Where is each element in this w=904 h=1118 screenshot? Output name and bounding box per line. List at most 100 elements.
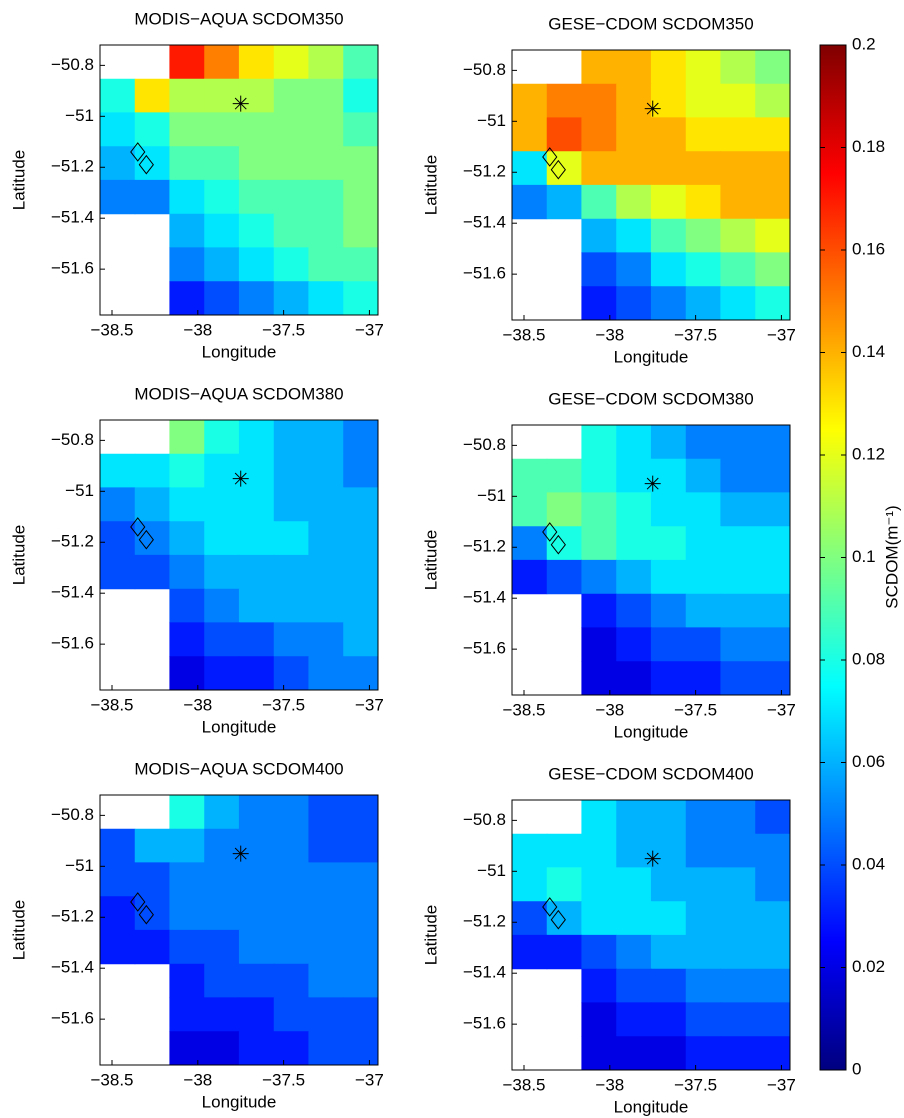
heatmap-cell [755,901,791,936]
heatmap-cell [616,526,652,561]
heatmap-cell [169,656,205,691]
heatmap-cell [650,458,687,494]
heatmap-cell [650,252,687,287]
heatmap-cell [581,593,617,629]
y-tick-label: −50.8 [51,55,94,74]
heatmap-cell [169,45,205,80]
heatmap-cell [685,1036,722,1071]
heatmap-cell [650,559,687,595]
heatmap-cell [755,526,791,561]
heatmap-cell [343,420,379,455]
panel: −38.5 −38 −37.5 −37 −51.6 −51.4 −51.2 −51 −50.8 M… [9,384,383,736]
heatmap-cell [581,50,617,85]
y-tick-label: −51.2 [463,912,506,931]
heatmap-cell [100,828,136,864]
heatmap-cell [238,112,275,147]
diamond-marker [138,904,154,925]
heatmap-cell [204,588,240,624]
heatmap-cell [134,453,171,489]
heatmap-cell [308,1031,344,1066]
y-axis-label: Latitude [9,150,28,211]
y-tick-label: −51 [65,106,94,125]
heatmap-cell [343,213,379,249]
heatmap-cell [308,420,344,455]
heatmap-cell [343,963,379,999]
heatmap-cell [169,420,205,455]
heatmap-cell [581,901,617,936]
heatmap-cell [343,622,379,657]
heatmap-cell [204,213,240,249]
x-tick-label: −38 [595,325,624,344]
heatmap-cell [581,1002,617,1037]
heatmap-cell [512,901,548,936]
heatmap-cell [238,281,275,316]
diamond-marker [550,534,566,555]
heatmap-cell [273,862,310,897]
heatmap-cell [204,112,240,147]
heatmap-cell [581,526,617,561]
heatmap-cell [343,656,379,691]
diamond-marker [542,897,558,917]
heatmap-cell [720,593,756,629]
x-tick-label: −38.5 [503,325,546,344]
heatmap-cell [273,521,310,556]
plot-frame [99,794,379,1066]
panel: −38.5 −38 −37.5 −37 −51.6 −51.4 −51.2 −51 −50.8 G… [421,764,795,1116]
heatmap-cell [581,934,617,970]
heatmap-cell [134,862,171,897]
x-tick-label: −37 [355,1070,384,1089]
heatmap-cell [169,828,205,864]
y-axis-label: Latitude [421,155,440,216]
heatmap-cell [273,1031,310,1066]
heatmap-cell [755,252,791,287]
heatmap-cell [512,83,548,119]
heatmap-cell [308,622,344,657]
heatmap-cell [616,458,652,494]
panel: −38.5 −38 −37.5 −37 −51.6 −51.4 −51.2 −51 −50.8 M… [9,9,383,361]
heatmap-cell [546,184,583,220]
x-axis-label: Longitude [202,717,277,736]
colorbar-tick-label: 0.04 [852,854,885,873]
y-tick-label: −51.6 [51,259,94,278]
heatmap-cell [616,661,652,696]
heatmap-cell [308,795,344,830]
heatmap-cell [685,627,722,662]
heatmap-cell [134,929,171,965]
heatmap-cell [343,896,379,931]
heatmap-cell [204,420,240,455]
heatmap-cell [238,622,275,657]
heatmap-cell [650,1002,687,1037]
y-tick-label: −51.6 [463,639,506,658]
heatmap-cell [308,929,344,965]
heatmap-cell [308,213,344,249]
heatmap-cell [512,867,548,902]
heatmap-cell [512,184,548,220]
heatmap-cell [581,968,617,1004]
heatmap-cell [308,179,344,215]
heatmap-cell [650,661,687,696]
heatmap-cell [273,112,310,147]
heatmap-cell [308,146,344,181]
heatmap-cell [685,1002,722,1037]
x-tick-label: −38 [183,320,212,339]
heatmap-cell [755,800,791,835]
colorbar-tick-label: 0.08 [852,649,885,668]
heatmap-cell [169,521,205,556]
x-tick-label: −37.5 [674,1075,717,1094]
heatmap-cell [755,661,791,696]
heatmap-cell [581,252,617,287]
y-tick-label: −51 [477,111,506,130]
heatmap-cell [169,997,205,1032]
heatmap-cell [720,83,756,119]
heatmap-cell [720,934,756,970]
heatmap-cell [650,492,687,527]
x-tick-label: −37.5 [262,320,305,339]
x-tick-label: −37 [767,1075,796,1094]
y-tick-label: −51.4 [463,588,506,607]
heatmap-cell [581,83,617,119]
heatmap-cell [685,800,722,835]
heatmap-cell [512,833,548,869]
heatmap-cell [204,521,240,556]
heatmap-cell [169,862,205,897]
diamond-marker [138,529,154,550]
